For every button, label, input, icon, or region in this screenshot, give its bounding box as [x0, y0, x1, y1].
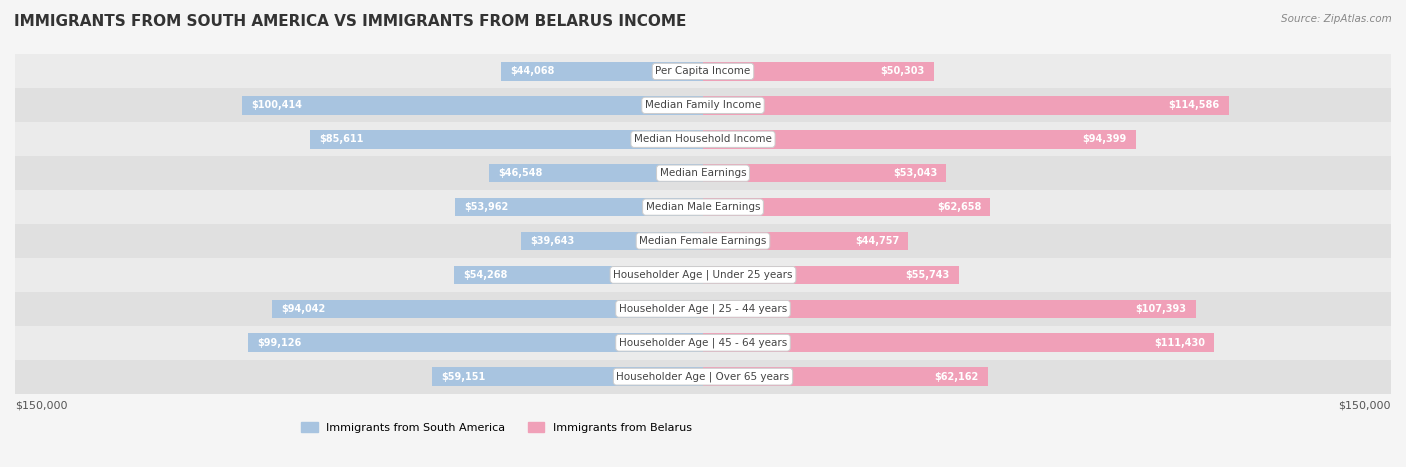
Text: $99,126: $99,126: [257, 338, 302, 348]
Bar: [454, 266, 703, 284]
Bar: [489, 164, 703, 183]
Bar: [703, 368, 988, 386]
Text: $53,043: $53,043: [893, 168, 938, 178]
Bar: [432, 368, 703, 386]
Text: $54,268: $54,268: [463, 270, 508, 280]
Bar: [15, 292, 1391, 326]
Text: Householder Age | Under 25 years: Householder Age | Under 25 years: [613, 269, 793, 280]
Bar: [15, 326, 1391, 360]
Bar: [703, 299, 1195, 318]
Bar: [703, 96, 1229, 115]
Text: $53,962: $53,962: [464, 202, 509, 212]
Text: $111,430: $111,430: [1154, 338, 1205, 348]
Text: Median Family Income: Median Family Income: [645, 100, 761, 110]
Bar: [703, 333, 1215, 352]
Bar: [271, 299, 703, 318]
Text: Householder Age | 45 - 64 years: Householder Age | 45 - 64 years: [619, 338, 787, 348]
Bar: [15, 55, 1391, 88]
Text: Median Household Income: Median Household Income: [634, 134, 772, 144]
Text: $100,414: $100,414: [252, 100, 302, 110]
Text: $114,586: $114,586: [1168, 100, 1219, 110]
Text: $44,068: $44,068: [510, 66, 554, 77]
Bar: [15, 360, 1391, 394]
Text: Source: ZipAtlas.com: Source: ZipAtlas.com: [1281, 14, 1392, 24]
Bar: [15, 190, 1391, 224]
Bar: [703, 198, 990, 216]
Text: $150,000: $150,000: [1339, 400, 1391, 410]
Text: $50,303: $50,303: [880, 66, 925, 77]
Bar: [456, 198, 703, 216]
Bar: [501, 62, 703, 81]
Bar: [15, 258, 1391, 292]
Text: Householder Age | 25 - 44 years: Householder Age | 25 - 44 years: [619, 304, 787, 314]
Text: Median Female Earnings: Median Female Earnings: [640, 236, 766, 246]
Text: IMMIGRANTS FROM SOUTH AMERICA VS IMMIGRANTS FROM BELARUS INCOME: IMMIGRANTS FROM SOUTH AMERICA VS IMMIGRA…: [14, 14, 686, 29]
Bar: [703, 232, 908, 250]
Text: $150,000: $150,000: [15, 400, 67, 410]
Bar: [15, 88, 1391, 122]
Text: $107,393: $107,393: [1136, 304, 1187, 314]
Bar: [15, 156, 1391, 190]
Bar: [703, 62, 934, 81]
Text: Per Capita Income: Per Capita Income: [655, 66, 751, 77]
Text: Median Male Earnings: Median Male Earnings: [645, 202, 761, 212]
Bar: [522, 232, 703, 250]
Bar: [242, 96, 703, 115]
Text: $94,399: $94,399: [1083, 134, 1126, 144]
Bar: [703, 164, 946, 183]
Text: $94,042: $94,042: [281, 304, 325, 314]
Bar: [15, 122, 1391, 156]
Bar: [15, 224, 1391, 258]
Bar: [703, 266, 959, 284]
Bar: [249, 333, 703, 352]
Text: $44,757: $44,757: [855, 236, 898, 246]
Text: $59,151: $59,151: [441, 372, 485, 382]
Text: $46,548: $46,548: [499, 168, 543, 178]
Text: Median Earnings: Median Earnings: [659, 168, 747, 178]
Text: $62,658: $62,658: [936, 202, 981, 212]
Text: $85,611: $85,611: [319, 134, 364, 144]
Text: $62,162: $62,162: [935, 372, 979, 382]
Bar: [311, 130, 703, 149]
Text: $39,643: $39,643: [530, 236, 575, 246]
Legend: Immigrants from South America, Immigrants from Belarus: Immigrants from South America, Immigrant…: [297, 417, 697, 437]
Text: Householder Age | Over 65 years: Householder Age | Over 65 years: [616, 371, 790, 382]
Text: $55,743: $55,743: [905, 270, 949, 280]
Bar: [703, 130, 1136, 149]
